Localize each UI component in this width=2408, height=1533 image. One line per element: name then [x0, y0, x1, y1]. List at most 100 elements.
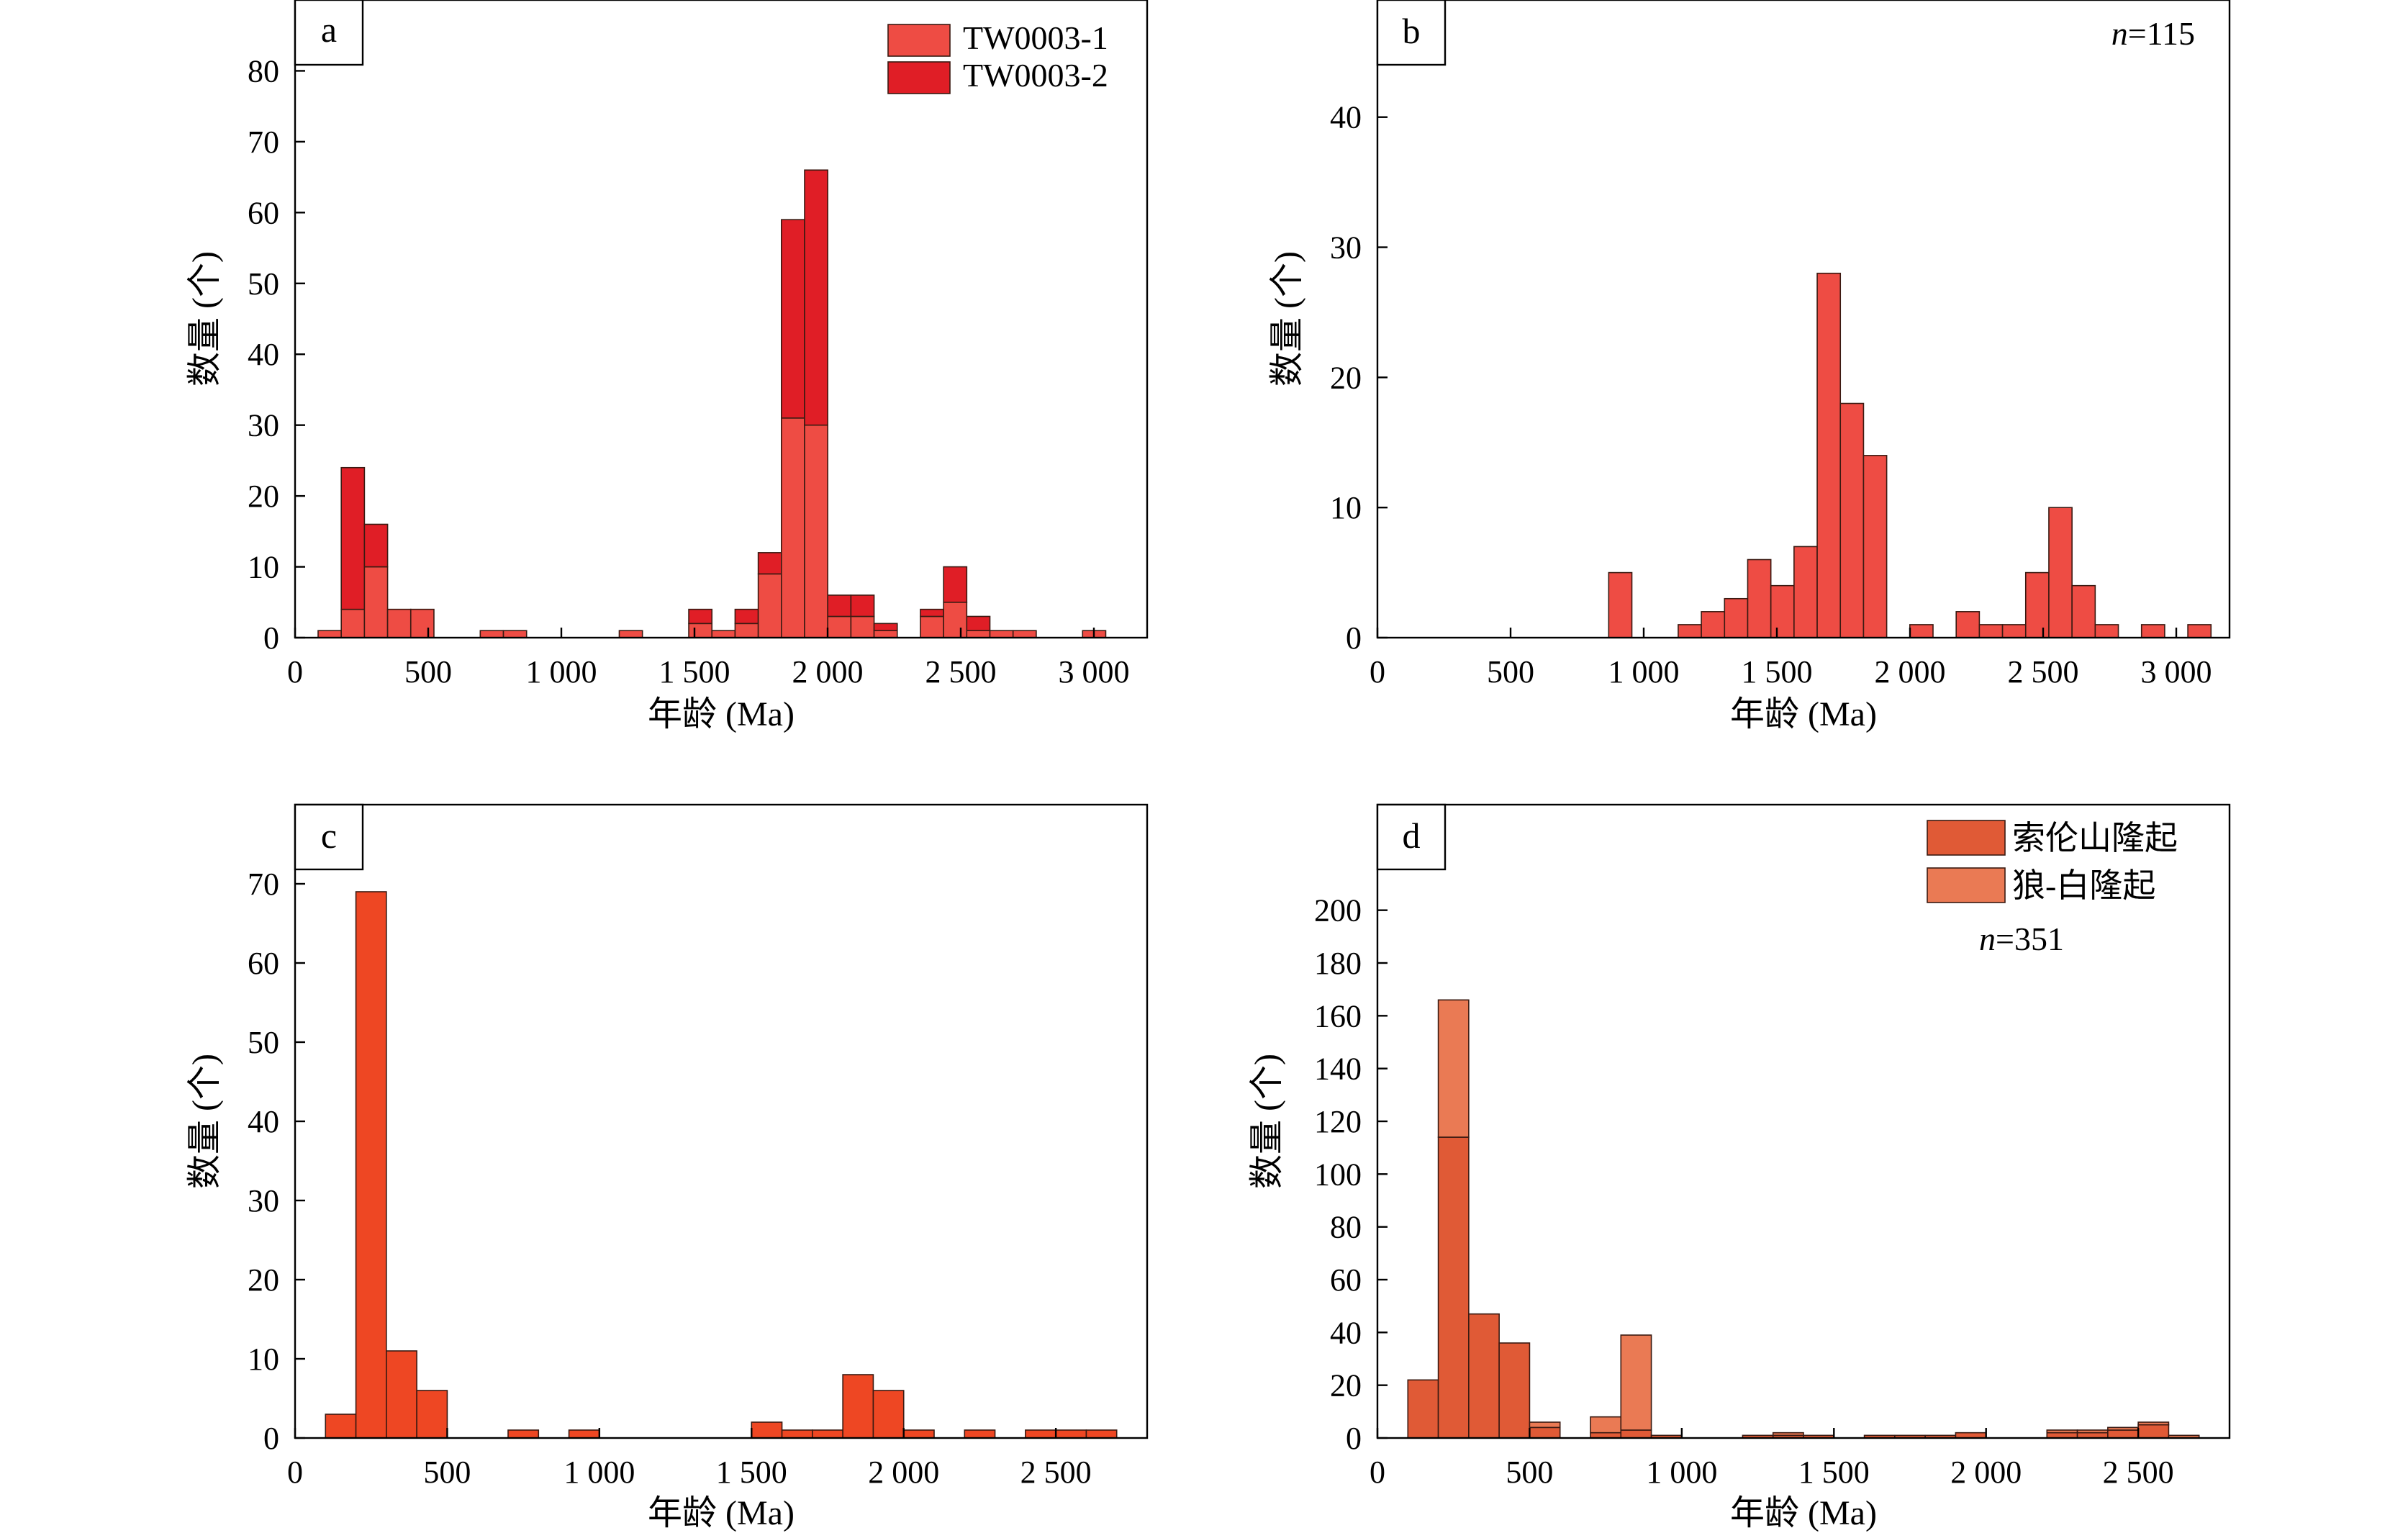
legend-swatch-suolunshan: [1927, 820, 2006, 856]
panel-b-n-value: =115: [2128, 15, 2195, 52]
panel-b-n-label: n=115: [2111, 15, 2195, 52]
panel-a-ylabel: 数量 (个): [186, 251, 224, 386]
panel-a-bar-s0-3: [386, 608, 412, 638]
panel-a-ytick-label-7: 70: [248, 125, 279, 160]
panel-c-ylabel: 数量 (个): [186, 1054, 224, 1189]
panel-d-bar-s0-17: [2107, 1429, 2139, 1439]
panel-a-frame: [294, 0, 1149, 639]
panel-a-ticks: 0 500 1 000 1 500 2 000 2 500 3 000 0 10 20 30 40 50…: [248, 53, 1130, 689]
panel-b-bar-s0-0: [1608, 571, 1633, 638]
panel-d-ytick-label-2: 40: [1330, 1315, 1362, 1350]
panel-c-xtick-label-3: 1 500: [716, 1455, 787, 1490]
panel-b-xtick-label-6: 3 000: [2141, 654, 2212, 689]
panel-a-bar-s0-11: [757, 573, 782, 638]
panel-d-letter: d: [1403, 815, 1421, 856]
panel-c-ticks: 0 500 1 000 1 500 2 000 2 500 0 10 20 30 40 50 60 70: [248, 867, 1092, 1490]
panel-a-xtick-label-5: 2 500: [925, 654, 997, 689]
panel-a-ytick-label-0: 0: [263, 620, 279, 656]
panel-a-bar-s0-5: [479, 630, 504, 638]
panel-c-ytick-label-7: 70: [248, 867, 279, 902]
panel-b-xtick-label-2: 1 000: [1608, 654, 1680, 689]
panel-b-bar-s0-18: [2140, 624, 2165, 638]
panel-d-bar-s1-16: [2076, 1429, 2109, 1434]
legend-swatch-langbai: [1927, 867, 2006, 903]
panel-b-xtick-label-1: 500: [1487, 654, 1534, 689]
panel-b-ytick-label-2: 20: [1330, 360, 1362, 395]
panel-d-ytick-label-0: 0: [1346, 1421, 1362, 1456]
panel-a-xtick-label-4: 2 000: [792, 654, 864, 689]
panel-d-ytick-label-7: 140: [1314, 1052, 1362, 1087]
panel-a-bar-s1-17: [920, 608, 944, 618]
legend-swatch-tw0003-2: [887, 61, 951, 94]
panel-a-bar-s0-15: [850, 615, 875, 638]
legend-swatch-tw0003-1: [887, 24, 951, 57]
panel-d-xtick-label-0: 0: [1370, 1455, 1385, 1490]
panel-c-bar-s0-8: [812, 1429, 843, 1439]
panel-d-ytick-label-3: 60: [1330, 1262, 1362, 1298]
panel-a-bar-s1-8: [688, 608, 713, 625]
panel-a-ytick-label-8: 80: [248, 53, 279, 89]
panel-b-bar-s0-1: [1678, 624, 1702, 638]
panel-b: 0 500 1 000 1 500 2 000 2 500 3 000 0 10 20 30 40 b…: [1268, 0, 2231, 733]
panel-a-letter: a: [321, 9, 337, 50]
panel-d-ytick-label-4: 80: [1330, 1210, 1362, 1245]
panel-a-label-box: [294, 0, 364, 66]
panel-c-bar-s0-0: [325, 1414, 357, 1439]
panel-d-bar-s0-2: [1468, 1313, 1500, 1439]
panel-d-ytick-label-6: 120: [1314, 1104, 1362, 1139]
panel-a-ytick-label-4: 40: [248, 337, 279, 372]
panel-b-xtick-label-4: 2 000: [1875, 654, 1946, 689]
panel-a-bar-s0-18: [943, 601, 968, 638]
panel-b-bar-s0-9: [1862, 455, 1888, 638]
panel-c-letter: c: [321, 815, 337, 856]
panel-c-bar-s0-12: [964, 1429, 996, 1439]
panel-b-xtick-label-0: 0: [1370, 654, 1385, 689]
panel-d-n-symbol: n: [1979, 921, 1996, 957]
panel-a-bar-s1-14: [827, 594, 852, 618]
panel-a-bar-s0-19: [966, 630, 991, 638]
panel-c-xtick-label-0: 0: [287, 1455, 303, 1490]
panel-c-bar-s0-6: [751, 1421, 783, 1439]
panel-a-bar-s0-1: [340, 608, 366, 638]
legend-label-tw0003-1: TW0003-1: [963, 19, 1108, 56]
panel-d-ytick-label-1: 20: [1330, 1368, 1362, 1403]
panel-b-xtick-label-5: 2 500: [2008, 654, 2079, 689]
panel-a-bar-s0-7: [618, 630, 643, 638]
panel-c-ytick-label-4: 40: [248, 1104, 279, 1139]
panel-a-bar-s0-0: [317, 630, 342, 638]
panel-b-ytick-label-1: 10: [1330, 490, 1362, 525]
panel-a-bar-s0-4: [409, 608, 435, 638]
panel-a-bar-s0-21: [1012, 630, 1037, 638]
panel-c-ytick-label-2: 20: [248, 1262, 279, 1298]
panel-b-bar-s0-5: [1770, 584, 1795, 638]
panel-b-letter: b: [1403, 11, 1421, 51]
panel-a-bar-s1-15: [850, 594, 875, 618]
panel-a: 0 500 1 000 1 500 2 000 2 500 3 000 0 10 20 30 40 50…: [186, 0, 1149, 733]
panel-b-label-box: [1376, 0, 1447, 66]
panel-c: 0 500 1 000 1 500 2 000 2 500010203040506070 …: [186, 803, 1149, 1532]
panel-a-bar-s1-1: [340, 466, 366, 610]
panel-d-xtick-label-3: 1 500: [1798, 1455, 1870, 1490]
panel-c-xtick-label-5: 2 500: [1020, 1455, 1092, 1490]
panel-c-bar-s0-13: [1025, 1429, 1056, 1439]
panel-c-bar-s0-11: [902, 1429, 935, 1439]
panel-d-bar-s1-18: [2137, 1421, 2170, 1426]
panel-b-bar-s0-8: [1839, 402, 1865, 638]
panel-d-bar-s0-6: [1620, 1429, 1652, 1439]
panel-c-xtick-label-2: 1 000: [563, 1455, 635, 1490]
panel-c-bars: [325, 891, 1118, 1439]
panel-d-bar-s0-1: [1437, 1136, 1470, 1439]
panel-d-bar-s1-6: [1620, 1334, 1652, 1431]
panel-c-bar-s0-15: [1085, 1429, 1118, 1439]
panel-a-bar-s0-16: [873, 630, 898, 638]
panel-d-bars: [1407, 999, 2200, 1439]
panel-b-bar-s0-15: [2048, 507, 2073, 638]
panel-d-bar-s1-4: [1529, 1421, 1561, 1429]
panel-b-bar-s0-6: [1793, 546, 1818, 638]
panel-d-bar-s0-18: [2137, 1424, 2170, 1439]
panel-d-ytick-label-10: 200: [1314, 893, 1362, 928]
panel-b-ytick-label-3: 30: [1330, 230, 1362, 266]
panel-b-n-symbol: n: [2111, 15, 2128, 52]
panel-a-ytick-label-5: 50: [248, 266, 279, 302]
